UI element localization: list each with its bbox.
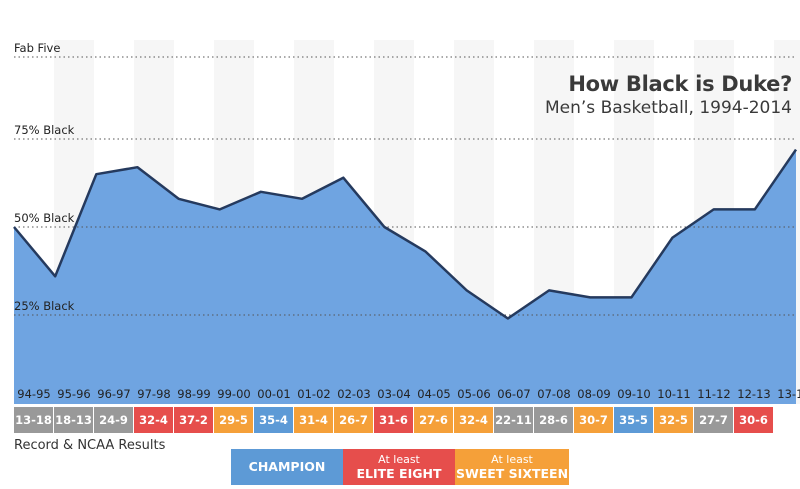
record-badge: 32-4 [454,407,493,433]
legend-elite-big: ELITE EIGHT [356,466,442,481]
area-fill [14,149,796,404]
chart-subtitle: Men’s Basketball, 1994-2014 [545,98,792,118]
record-badge: 29-5 [214,407,253,433]
record-badge: 27-6 [414,407,453,433]
season-label: 01-02 [297,387,331,401]
legend-sweet-small: At least [491,453,533,466]
record-badge: 26-7 [334,407,373,433]
reference-label: 50% Black [14,211,75,225]
season-label: 95-96 [57,387,91,401]
season-label: 05-06 [457,387,491,401]
record-badge: 27-7 [694,407,733,433]
season-label: 94-95 [17,387,51,401]
legend-sweet-sixteen: At least SWEET SIXTEEN [455,449,569,485]
season-label: 07-08 [537,387,571,401]
record-badge: 32-5 [654,407,693,433]
record-badge: 13-18 [14,407,53,433]
season-label: 08-09 [577,387,611,401]
season-label: 98-99 [177,387,211,401]
reference-label: 25% Black [14,299,75,313]
legend-elite-small: At least [378,453,420,466]
record-badge: 30-7 [574,407,613,433]
record-badge: 28-6 [534,407,573,433]
legend-elite-eight: At least ELITE EIGHT [343,449,455,485]
record-badge: 32-4 [134,407,173,433]
record-caption: Record & NCAA Results [14,438,166,453]
record-badge: 22-11 [494,407,533,433]
season-label: 09-10 [617,387,651,401]
season-label: 10-11 [657,387,691,401]
season-label: 96-97 [97,387,131,401]
chart-title: How Black is Duke? [568,72,792,96]
record-badge: 30-6 [734,407,773,433]
record-badge: 18-13 [54,407,93,433]
season-label: 11-12 [697,387,731,401]
record-badge: 37-2 [174,407,213,433]
season-label: 00-01 [257,387,291,401]
data-line [13,148,798,320]
record-badge: 31-6 [374,407,413,433]
legend-sweet-big: SWEET SIXTEEN [455,466,569,481]
season-label: 12-13 [737,387,771,401]
reference-label: Fab Five [14,41,61,55]
record-badge: 31-4 [294,407,333,433]
reference-label: 75% Black [14,123,75,137]
record-badge: 35-5 [614,407,653,433]
record-badge: 24-9 [94,407,133,433]
season-label: 99-00 [217,387,251,401]
legend-champion: CHAMPION [231,449,343,485]
record-badge: 35-4 [254,407,293,433]
season-label: 04-05 [417,387,451,401]
season-label: 13-14 [777,387,800,401]
season-label: 03-04 [377,387,411,401]
season-label: 02-03 [337,387,371,401]
season-label: 97-98 [137,387,171,401]
season-label: 06-07 [497,387,531,401]
legend-champion-label: CHAMPION [248,459,326,474]
